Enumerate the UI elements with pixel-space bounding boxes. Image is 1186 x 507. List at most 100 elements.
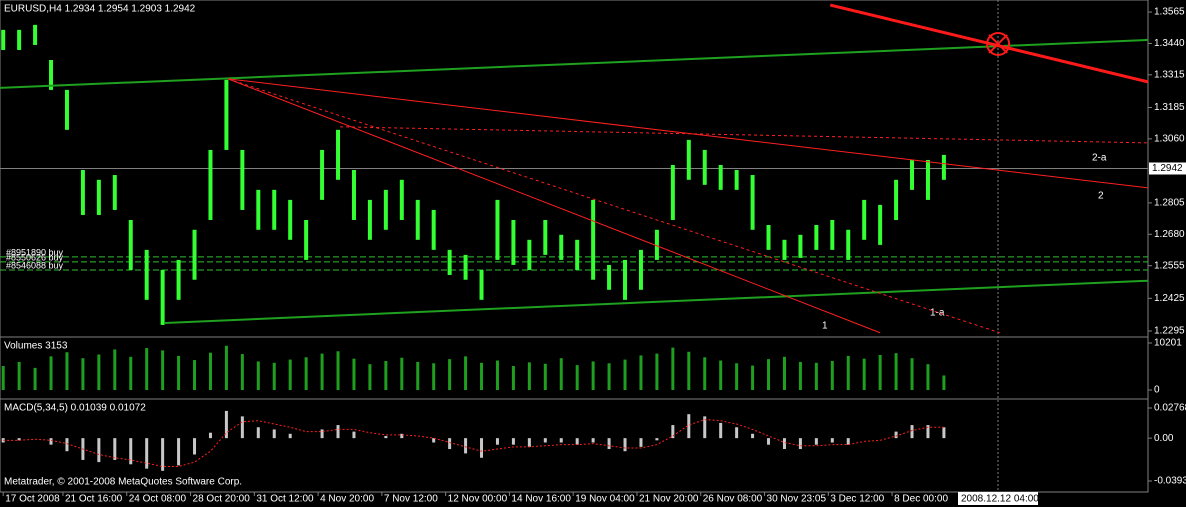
trendline [227,78,881,334]
volume-title: Volumes 3153 [4,341,68,352]
x-tick-label: 21 Nov 20:00 [639,494,699,505]
macd-bar [671,425,675,439]
macd-bar [575,438,579,445]
volume-bar [527,362,531,391]
macd-bar [208,432,212,439]
macd-bar [846,438,850,445]
y-tick-label: 1.2805 [1154,198,1185,209]
volume-bar [782,356,786,391]
macd-bar [448,438,452,450]
price-bar [559,234,564,260]
macd-bar [591,438,595,443]
macd-bar [240,416,244,439]
price-bar [623,259,628,300]
volume-bar [240,354,244,391]
price-bar [208,149,213,220]
volume-bar [448,359,452,391]
volume-bar [368,364,372,391]
macd-bar [272,429,276,439]
macd-bar [559,438,563,443]
volume-bar [543,363,547,391]
volume-bar [495,360,499,391]
volume-bar [767,359,771,391]
macd-bar [751,433,755,439]
volume-bar [591,361,595,391]
price-bar [734,170,739,190]
volume-bar [703,357,707,391]
order-label: #8550626 buy [6,252,64,262]
price-bar [17,29,22,50]
price-bar [64,89,69,130]
x-tick-label: 8 Dec 00:00 [894,494,948,505]
line-label: 1-a [930,308,945,319]
volume-bar [161,350,165,391]
x-tick-label: 30 Nov 23:05 [767,494,827,505]
price-bar [447,249,452,275]
macd-bar [782,438,786,450]
y-tick-label: 0 [1154,385,1160,396]
price-bar [49,60,54,90]
volume-bar [798,361,802,391]
macd-bar [129,438,133,465]
current-price-box [1149,162,1186,175]
price-bar [1,29,6,50]
plot-frame [0,0,1149,493]
price-bar [894,179,899,220]
y-tick-label: 1.3060 [1154,134,1185,145]
macd-bar [161,438,165,471]
macd-bar [352,431,356,439]
price-bar [383,189,388,230]
volume-bar [719,360,723,391]
price-bar [750,175,755,230]
price-bar [511,219,516,265]
line-label: 1 [822,321,828,332]
marker-cross [988,34,1008,54]
macd-bar [607,438,611,450]
macd-bar [400,433,404,439]
volume-bar [384,360,388,391]
price-bar [686,139,691,180]
price-bar [941,154,946,180]
current-price-label: 1.2942 [1152,163,1183,174]
price-bar [431,209,436,250]
volume-bar [926,364,930,391]
price-bar [415,199,420,240]
macd-bar [1,438,5,443]
y-tick-label: 0.02768 [1154,403,1186,414]
volume-bar [97,354,101,391]
price-bar [144,249,149,300]
volume-bar [735,363,739,391]
trendline [829,3,1149,84]
macd-bar [113,438,117,460]
volume-bar [400,357,404,391]
volume-bar [224,345,228,391]
price-bar [846,229,851,260]
price-bar [192,229,197,280]
volume-bar [65,352,69,391]
cursor-label-box [958,492,1038,505]
volume-bar [575,365,579,391]
volume-bar [639,355,643,391]
price-bar [782,239,787,260]
trendline [227,78,1000,334]
volume-bar [272,362,276,391]
volume-bar [49,356,53,391]
macd-bar [639,438,643,447]
price-bar [862,199,867,240]
price-bar [33,24,38,45]
price-bar [654,229,659,260]
volume-bar [336,351,340,391]
y-tick-label: 10201 [1154,338,1182,349]
y-tick-label: 1.3185 [1154,102,1185,113]
price-bar [160,269,165,325]
volume-bar [193,360,197,391]
x-tick-label: 24 Oct 08:00 [129,494,187,505]
macd-bar [336,425,340,439]
macd-bar [798,438,802,450]
macd-bar [910,425,914,439]
macd-bar [320,429,324,439]
macd-bar [145,438,149,469]
y-tick-label: 1.3315 [1154,69,1185,80]
price-bar [272,189,277,230]
